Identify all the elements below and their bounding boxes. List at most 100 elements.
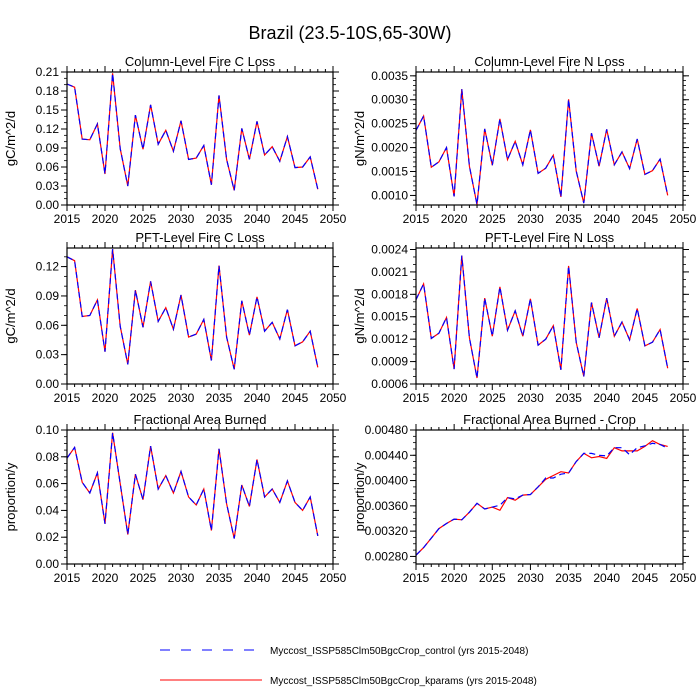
x-tick-label: 2020: [92, 571, 119, 585]
x-tick-label: 2045: [282, 571, 309, 585]
x-tick-label: 2040: [244, 212, 271, 226]
panel-title: Fractional Area Burned: [134, 412, 267, 427]
x-tick-label: 2015: [54, 212, 81, 226]
plot-frame: [66, 429, 334, 565]
x-tick-label: 2020: [441, 212, 468, 226]
series-line-control: [415, 442, 668, 556]
x-tick-label: 2035: [555, 571, 582, 585]
y-tick-label: 0.15: [36, 103, 60, 117]
series-line-control: [415, 255, 669, 379]
y-axis-label: gC/m^2/d: [3, 288, 18, 343]
x-tick-label: 2045: [282, 212, 309, 226]
x-tick-label: 2050: [670, 571, 697, 585]
panel-2: Column-Level Fire N Loss gN/m^2/d 2015 2020…: [352, 54, 697, 226]
panels: Column-Level Fire C Loss gC/m^2/d 2015 2020…: [3, 54, 697, 585]
y-tick-label: 0.12: [36, 122, 60, 136]
x-tick-label: 2030: [517, 212, 544, 226]
x-tick-label: 2015: [403, 571, 430, 585]
x-tick-label: 2045: [632, 391, 659, 405]
x-tick-label: 2040: [593, 571, 620, 585]
x-tick-label: 2040: [593, 212, 620, 226]
panel-title: PFT-Level Fire C Loss: [135, 230, 265, 245]
y-tick-label: 0.0035: [371, 69, 408, 83]
x-tick-label: 2050: [320, 212, 347, 226]
y-tick-label: 0.00400: [365, 474, 409, 488]
y-axis-label: gN/m^2/d: [352, 288, 367, 343]
panel-1: Column-Level Fire C Loss gC/m^2/d 2015 2020…: [3, 54, 347, 226]
y-tick-label: 0.0015: [371, 310, 408, 324]
panel-4: PFT-Level Fire N Loss gN/m^2/d 2015 2020 202…: [352, 230, 697, 405]
y-tick-label: 0.0006: [371, 377, 408, 391]
series-line-control: [66, 73, 319, 191]
y-tick-label: 0.09: [36, 141, 60, 155]
panel-title: Fractional Area Burned - Crop: [463, 412, 636, 427]
series-line-control: [415, 89, 669, 205]
y-tick-label: 0.02: [36, 530, 60, 544]
x-tick-label: 2035: [555, 212, 582, 226]
plot-frame: [415, 247, 684, 385]
x-tick-label: 2025: [479, 391, 506, 405]
panel-5: Fractional Area Burned proportion/y 2015 20…: [3, 412, 347, 585]
y-tick-label: 0.0009: [371, 355, 408, 369]
y-tick-label: 0.12: [36, 260, 60, 274]
x-tick-label: 2025: [479, 212, 506, 226]
y-tick-label: 0.0015: [371, 165, 408, 179]
panel-3: PFT-Level Fire C Loss gC/m^2/d 2015 2020 202…: [3, 230, 347, 405]
panel-title: Column-Level Fire N Loss: [474, 54, 625, 69]
x-tick-label: 2050: [320, 571, 347, 585]
y-tick-label: 0.09: [36, 289, 60, 303]
x-tick-label: 2030: [517, 571, 544, 585]
y-axis-label: gC/m^2/d: [3, 111, 18, 166]
x-tick-label: 2015: [54, 391, 81, 405]
y-tick-label: 0.06: [36, 318, 60, 332]
x-tick-label: 2035: [206, 571, 233, 585]
x-tick-label: 2015: [403, 212, 430, 226]
series-line-control: [66, 432, 319, 539]
y-tick-label: 0.0010: [371, 188, 408, 202]
y-tick-label: 0.0018: [371, 287, 408, 301]
y-tick-label: 0.00: [36, 557, 60, 571]
x-tick-label: 2035: [206, 212, 233, 226]
y-tick-label: 0.0025: [371, 117, 408, 131]
legend-label-control: Myccost_ISSP585Clm50BgcCrop_control (yrs…: [270, 646, 528, 657]
panel-6: Fractional Area Burned - Crop proportion/…: [352, 412, 697, 585]
y-tick-label: 0.00: [36, 377, 60, 391]
legend: Myccost_ISSP585Clm50BgcCrop_control (yrs…: [160, 646, 537, 687]
y-tick-label: 0.00: [36, 198, 60, 212]
y-tick-label: 0.10: [36, 423, 60, 437]
x-tick-label: 2030: [168, 571, 195, 585]
y-tick-label: 0.06: [36, 160, 60, 174]
y-axis-label: gN/m^2/d: [352, 111, 367, 166]
x-tick-label: 2045: [632, 212, 659, 226]
panel-title: PFT-Level Fire N Loss: [485, 230, 615, 245]
y-axis-label: proportion/y: [352, 462, 367, 531]
x-tick-label: 2020: [441, 571, 468, 585]
x-tick-label: 2040: [244, 391, 271, 405]
y-tick-label: 0.0024: [371, 242, 408, 256]
y-tick-label: 0.21: [36, 65, 60, 79]
y-axis-label: proportion/y: [3, 462, 18, 531]
series-line-kparams: [415, 439, 668, 556]
plot-frame: [66, 71, 334, 206]
legend-label-kparams: Myccost_ISSP585Clm50BgcCrop_kparams (yrs…: [270, 676, 537, 687]
x-tick-label: 2050: [670, 212, 697, 226]
y-tick-label: 0.03: [36, 348, 60, 362]
x-tick-label: 2045: [632, 571, 659, 585]
x-tick-label: 2020: [441, 391, 468, 405]
x-tick-label: 2025: [130, 391, 157, 405]
series-line-kparams: [415, 255, 669, 379]
x-tick-label: 2040: [244, 571, 271, 585]
x-tick-label: 2025: [130, 212, 157, 226]
figure-title: Brazil (23.5-10S,65-30W): [248, 23, 451, 43]
x-tick-label: 2030: [517, 391, 544, 405]
x-tick-label: 2025: [479, 571, 506, 585]
y-tick-label: 0.04: [36, 503, 60, 517]
y-tick-label: 0.00280: [365, 549, 409, 563]
x-tick-label: 2050: [320, 391, 347, 405]
x-tick-label: 2025: [130, 571, 157, 585]
x-tick-label: 2015: [403, 391, 430, 405]
plot-frame: [415, 429, 684, 565]
y-tick-label: 0.03: [36, 179, 60, 193]
plot-frame: [415, 71, 684, 206]
